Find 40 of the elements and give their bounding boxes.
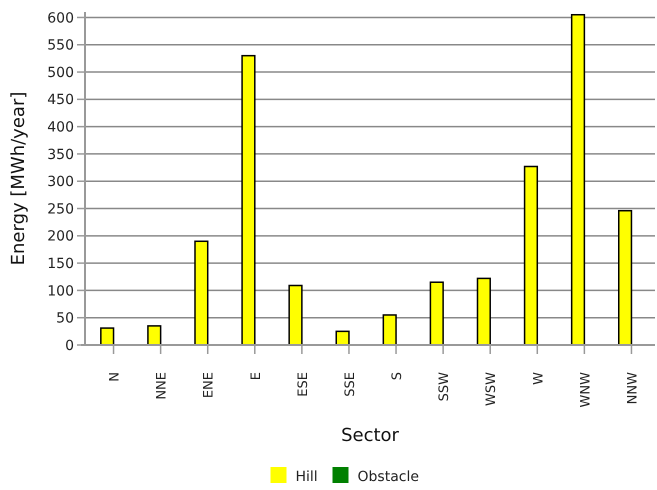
bar [194,240,208,346]
legend-label: Hill [296,469,318,485]
x-tick-label: ESE [296,372,311,397]
bar [476,278,491,346]
x-tick-label: WNW [578,372,594,408]
y-tick-label: 300 [47,174,74,190]
x-tick-label: E [248,372,264,380]
x-tick-label: SSE [342,372,358,397]
y-tick-label: 50 [56,310,74,327]
bar [430,281,444,346]
y-tick-label: 450 [47,92,74,108]
y-tick-label: 350 [47,146,74,163]
y-tick-label: 550 [47,38,74,54]
x-axis-title: Sector [341,425,400,446]
y-axis-title: Energy [MWh/year] [8,92,29,266]
x-tick-label: SSW [437,372,452,402]
y-tick-label: 500 [47,64,74,81]
y-tick-label: 600 [47,10,74,26]
y-tick-label: 250 [47,201,74,218]
x-tick-label: W [531,372,546,385]
y-tick-label: 150 [47,256,74,272]
x-tick-label: NNW [625,372,640,404]
y-tick-label: 100 [47,283,74,300]
bar [570,14,586,346]
bar [524,166,538,346]
x-tick-label: S [390,372,406,380]
x-tick-label: WSW [484,372,500,406]
bar [241,54,256,346]
bar [382,314,397,346]
y-tick-label: 400 [47,120,74,136]
x-tick-label: N [108,372,123,382]
bar [288,284,303,346]
y-tick-label: 200 [47,228,74,245]
y-tick-label: 0 [65,338,74,354]
legend-label: Obstacle [358,469,419,485]
bar [100,327,114,346]
bar [618,210,632,346]
x-tick-label: ENE [202,372,217,398]
bar [147,325,162,346]
x-tick-label: NNE [154,372,170,400]
